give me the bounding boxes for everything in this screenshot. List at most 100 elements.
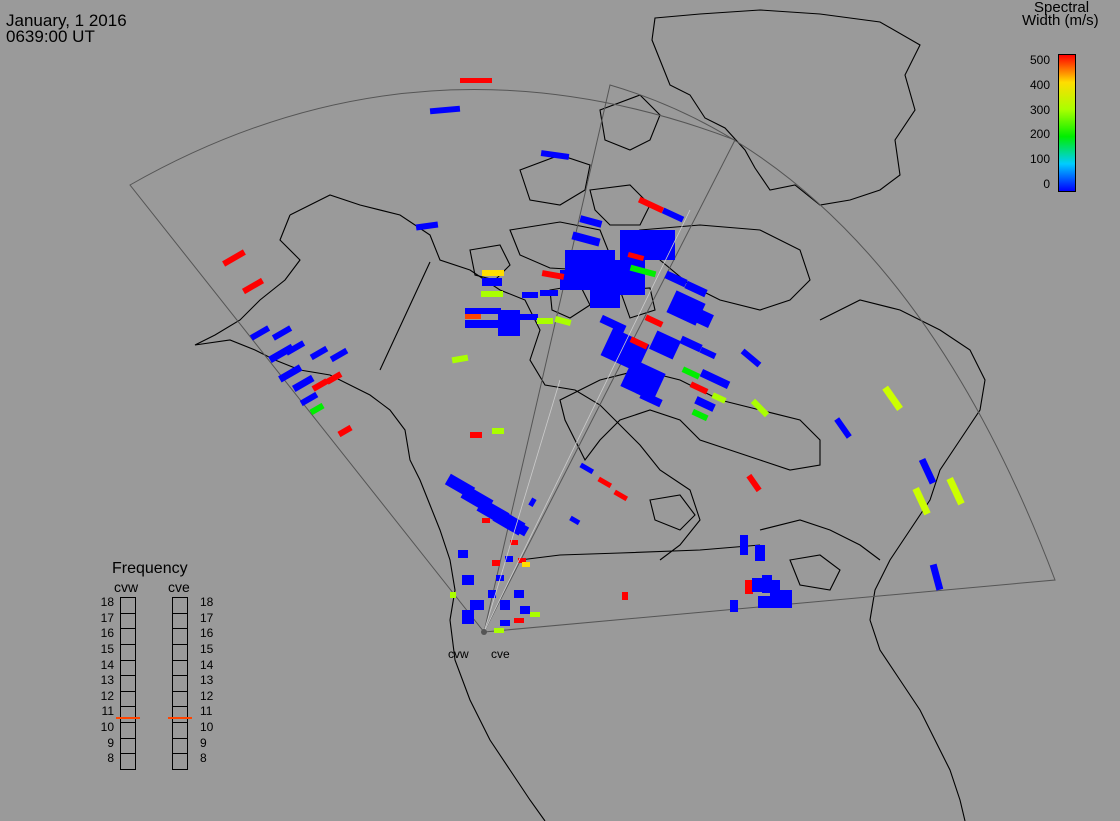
frequency-cell bbox=[120, 737, 136, 755]
echo-cell bbox=[684, 280, 708, 298]
echo-cell bbox=[571, 231, 601, 247]
frequency-column-east bbox=[168, 597, 192, 770]
frequency-tick-left: 16 bbox=[100, 626, 114, 641]
frequency-tick-right: 8 bbox=[200, 751, 207, 766]
echo-cell bbox=[488, 590, 496, 598]
echo-cell bbox=[520, 606, 530, 614]
colorbar-tick-label: 0 bbox=[1043, 177, 1050, 191]
frequency-tick-right: 17 bbox=[200, 610, 214, 625]
echo-cell bbox=[661, 207, 685, 223]
echo-cell bbox=[540, 290, 558, 296]
echo-cell bbox=[541, 270, 565, 280]
greenland-outline bbox=[651, 9, 921, 206]
west-coast bbox=[194, 214, 546, 821]
frequency-east-label: cve bbox=[168, 579, 190, 595]
echo-cell bbox=[745, 580, 753, 594]
echo-cell bbox=[681, 366, 701, 380]
mainland-north-coast bbox=[289, 194, 701, 561]
colorbar-tick-label: 500 bbox=[1029, 53, 1050, 67]
echo-cell bbox=[482, 270, 504, 276]
echo-cell bbox=[309, 345, 329, 361]
echo-cell bbox=[740, 535, 748, 555]
frequency-marker bbox=[168, 717, 192, 720]
frequency-tick-right: 10 bbox=[200, 720, 214, 735]
echo-cell bbox=[637, 196, 665, 214]
echo-cell bbox=[644, 314, 664, 328]
echo-cell bbox=[268, 343, 295, 363]
echo-cell bbox=[470, 432, 482, 438]
echo-cell bbox=[470, 600, 484, 610]
echo-cell bbox=[679, 335, 703, 353]
echo-cell bbox=[762, 575, 772, 593]
echo-cell bbox=[730, 600, 738, 612]
echo-cell bbox=[498, 310, 520, 336]
radar-site-marker bbox=[481, 629, 487, 635]
echo-cell bbox=[249, 325, 271, 341]
frequency-cell bbox=[120, 628, 136, 645]
frequency-tick-left: 8 bbox=[107, 751, 114, 766]
frequency-cell bbox=[120, 612, 136, 630]
radar-fov bbox=[129, 84, 1056, 633]
frequency-cell bbox=[120, 597, 136, 614]
echo-cell bbox=[311, 378, 329, 392]
cvw-fov bbox=[129, 88, 736, 633]
lake-outline bbox=[649, 494, 696, 531]
east-coast bbox=[819, 299, 986, 821]
island-outline bbox=[519, 154, 591, 206]
echo-cell bbox=[918, 457, 937, 485]
echo-cell bbox=[691, 408, 709, 422]
radar-label-west: cvw bbox=[448, 647, 469, 661]
echo-cell bbox=[699, 369, 731, 389]
frequency-cell bbox=[172, 706, 188, 724]
lake-outline bbox=[789, 554, 841, 591]
great-lakes-region bbox=[759, 519, 881, 561]
frequency-tick-right: 16 bbox=[200, 626, 214, 641]
cve-fov bbox=[483, 84, 1056, 633]
frequency-tick-right: 12 bbox=[200, 688, 214, 703]
echo-cell bbox=[278, 364, 303, 383]
echo-cell bbox=[750, 398, 770, 418]
echo-cell bbox=[460, 78, 492, 83]
frequency-tick-left: 11 bbox=[101, 704, 114, 719]
frequency-tick-right: 11 bbox=[200, 704, 213, 719]
echo-cell bbox=[494, 628, 504, 633]
frequency-cell bbox=[172, 612, 188, 630]
frequency-tick-left: 13 bbox=[100, 673, 114, 688]
echo-cell bbox=[514, 618, 524, 623]
frequency-cell bbox=[172, 643, 188, 661]
echo-cell bbox=[522, 292, 538, 298]
echo-cell bbox=[746, 473, 762, 493]
radar-label-east: cve bbox=[491, 647, 510, 661]
frequency-tick-right: 15 bbox=[200, 641, 214, 656]
echo-cell bbox=[627, 251, 645, 261]
frequency-tick-right: 9 bbox=[200, 735, 207, 750]
echo-cell bbox=[500, 600, 510, 610]
frequency-tick-left: 9 bbox=[107, 735, 114, 750]
echo-cell bbox=[540, 150, 570, 160]
frequency-cell bbox=[120, 643, 136, 661]
echo-cell bbox=[309, 402, 325, 416]
echo-cell bbox=[500, 620, 510, 626]
frequency-cell bbox=[120, 659, 136, 677]
echo-cell bbox=[451, 354, 469, 364]
echo-cell bbox=[770, 580, 780, 608]
frequency-tick-left: 15 bbox=[100, 641, 114, 656]
frequency-cell bbox=[120, 690, 136, 708]
echo-cell bbox=[579, 462, 595, 475]
echo-cell bbox=[699, 346, 717, 360]
echo-cell bbox=[560, 270, 590, 290]
island-outline bbox=[589, 184, 651, 226]
colorbar-tick-label: 100 bbox=[1029, 152, 1050, 167]
echo-cell bbox=[465, 308, 501, 314]
echo-cell bbox=[610, 260, 645, 295]
echo-cell bbox=[569, 515, 581, 526]
echo-cell bbox=[465, 314, 481, 319]
frequency-tick-right: 14 bbox=[200, 657, 214, 672]
frequency-tick-left: 18 bbox=[100, 595, 114, 609]
frequency-west-label: cvw bbox=[114, 579, 139, 595]
echo-cell bbox=[755, 545, 765, 561]
colorbar-title-line2: Width (m/s) bbox=[1022, 12, 1099, 29]
echo-cell bbox=[325, 371, 343, 385]
